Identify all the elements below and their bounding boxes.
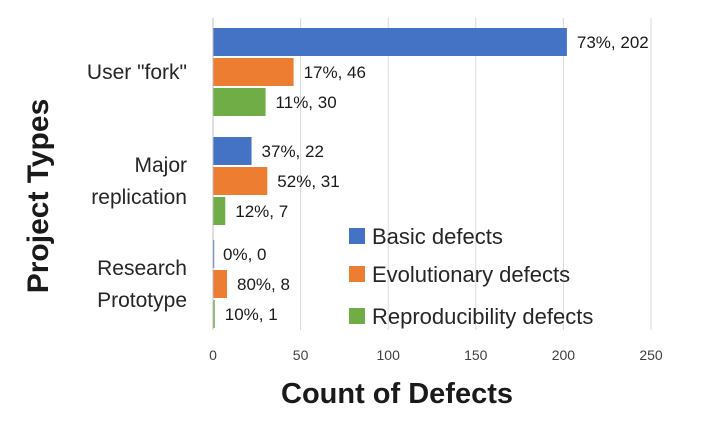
data-label-basic-defects-major-replication: 37%, 22 [262,142,324,161]
legend-swatch-reproducibility-defects [349,308,365,324]
category-label-major-replication-line-1: Major [134,154,187,177]
data-labels: 73%, 202 37%, 22 0%, 0 17%, 46 52%, 31 80%, 8… [223,33,649,324]
category-label-research-prototype-line-1: Research [97,257,187,280]
legend-swatch-basic-defects [349,228,365,244]
data-label-evolutionary-defects-research-prototype: 80%, 8 [237,275,290,294]
bar-basic-defects-user-fork [213,28,567,56]
x-axis-title: Count of Defects [281,378,513,410]
x-tick-label-250: 250 [639,347,663,363]
gridlines [300,18,652,330]
legend-label-evolutionary-defects: Evolutionary defects [372,262,570,287]
category-label-user-fork: User "fork" [87,61,187,84]
data-label-evolutionary-defects-user-fork: 17%, 46 [304,63,366,82]
legend-swatch-evolutionary-defects [349,266,365,282]
x-tick-label-150: 150 [464,347,488,363]
data-label-basic-defects-user-fork: 73%, 202 [577,33,649,52]
data-label-reproducibility-defects-research-prototype: 10%, 1 [225,305,278,324]
x-tick-label-100: 100 [377,347,401,363]
bar-reproducibility-defects-major-replication [213,197,226,225]
legend-label-reproducibility-defects: Reproducibility defects [372,304,593,329]
x-tick-label-0: 0 [209,347,217,363]
data-label-reproducibility-defects-user-fork: 11%, 30 [276,93,337,112]
data-label-reproducibility-defects-major-replication: 12%, 7 [235,202,288,221]
data-label-basic-defects-research-prototype: 0%, 0 [223,245,266,264]
x-tick-label-50: 50 [293,347,309,363]
legend: Basic defects Evolutionary defects Reprodu… [349,224,593,329]
legend-label-basic-defects: Basic defects [372,224,503,249]
y-axis-title: Project Types [22,99,55,294]
category-label-major-replication-line-2: replication [91,186,187,209]
bar-reproducibility-defects-research-prototype [213,300,215,328]
bar-reproducibility-defects-user-fork [213,88,266,116]
category-label-research-prototype-line-2: Prototype [97,289,187,312]
bars [213,28,567,328]
bar-evolutionary-defects-research-prototype [213,270,228,298]
bar-evolutionary-defects-user-fork [213,58,294,86]
bar-basic-defects-major-replication [213,137,252,165]
bar-evolutionary-defects-major-replication [213,167,268,195]
data-label-evolutionary-defects-major-replication: 52%, 31 [277,172,339,191]
category-labels: User "fork" Major replication Research Proto… [87,61,187,312]
x-tick-label-200: 200 [552,347,576,363]
x-tick-labels: 0 50 100 150 200 250 [209,347,663,363]
bar-basic-defects-research-prototype [213,240,215,268]
